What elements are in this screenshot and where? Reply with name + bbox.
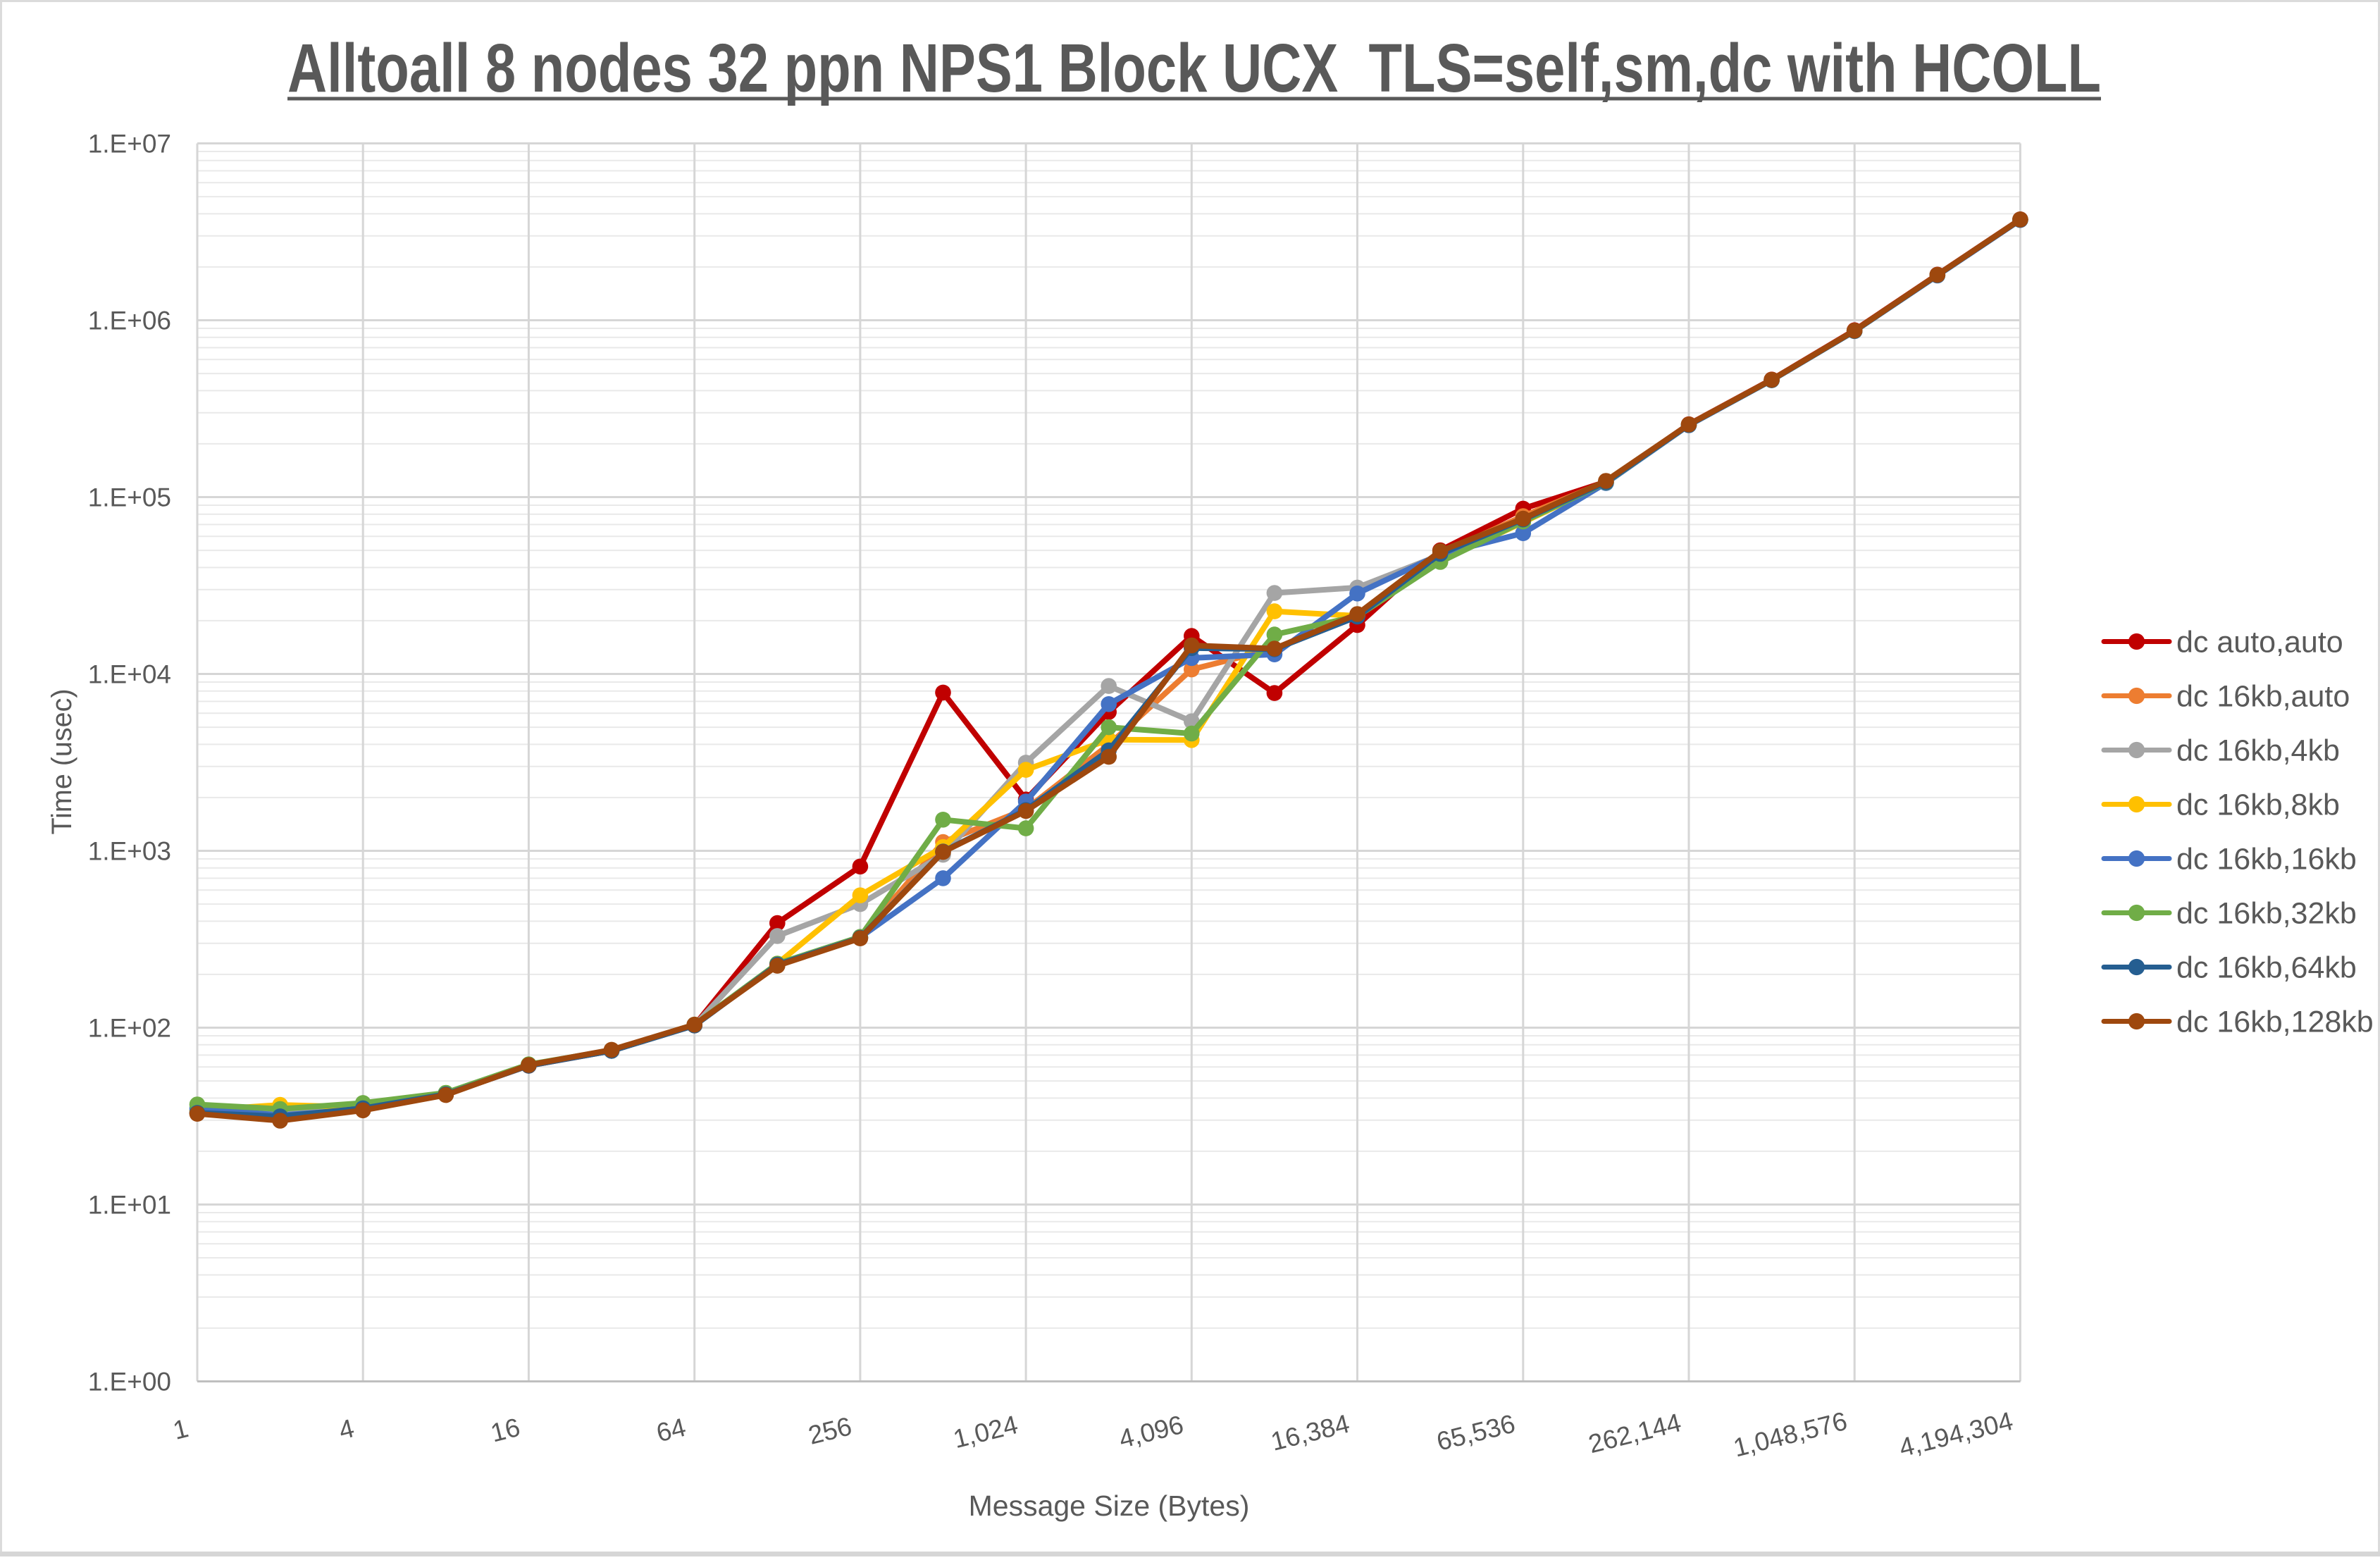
svg-text:dc 16kb,4kb: dc 16kb,4kb [2176,734,2340,768]
svg-text:Alltoall 8 nodes 32 ppn NPS1 B: Alltoall 8 nodes 32 ppn NPS1 Block UCX_T… [287,30,2101,106]
svg-text:1.E+03: 1.E+03 [88,837,171,866]
svg-text:1.E+01: 1.E+01 [88,1191,171,1220]
svg-text:64: 64 [653,1413,688,1448]
svg-text:dc 16kb,32kb: dc 16kb,32kb [2176,897,2357,931]
svg-text:Time (usec): Time (usec) [47,688,78,834]
svg-text:dc 16kb,64kb: dc 16kb,64kb [2176,951,2357,985]
svg-text:1.E+05: 1.E+05 [88,483,171,512]
svg-text:dc 16kb,8kb: dc 16kb,8kb [2176,788,2340,822]
svg-text:1.E+00: 1.E+00 [88,1368,171,1397]
svg-text:dc auto,auto: dc auto,auto [2176,626,2343,660]
svg-text:16: 16 [488,1413,523,1448]
svg-text:1.E+02: 1.E+02 [88,1014,171,1043]
svg-text:dc 16kb,128kb: dc 16kb,128kb [2176,1005,2374,1039]
svg-text:dc 16kb,auto: dc 16kb,auto [2176,680,2350,714]
svg-text:1.E+07: 1.E+07 [88,130,171,159]
svg-text:dc 16kb,16kb: dc 16kb,16kb [2176,843,2357,877]
svg-text:1.E+06: 1.E+06 [88,307,171,335]
svg-text:1.E+04: 1.E+04 [88,660,171,689]
svg-text:Message Size (Bytes): Message Size (Bytes) [969,1490,1250,1522]
